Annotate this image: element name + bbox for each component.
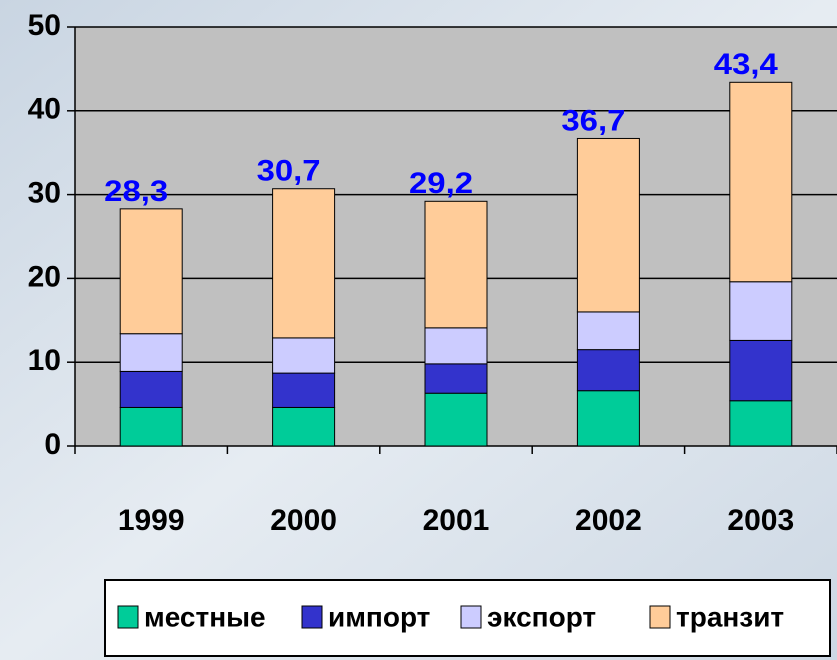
x-tick-label: 2000: [270, 504, 337, 537]
bar-segment: [272, 372, 336, 408]
bar-segment: [424, 200, 488, 329]
total-label: 29,2: [409, 167, 473, 200]
x-tick-label: 1999: [118, 504, 185, 537]
y-tick-label: 0: [44, 428, 61, 461]
bar-segment: [272, 188, 336, 339]
bar-segment: [424, 392, 488, 447]
legend-swatch: [117, 605, 139, 629]
bar-segment: [576, 311, 640, 351]
total-label: 36,7: [561, 104, 625, 137]
x-tick-label: 2001: [423, 504, 490, 537]
total-label: 30,7: [257, 155, 321, 188]
bar-segment: [119, 406, 183, 447]
legend-swatch: [301, 605, 323, 629]
legend-label: экспорт: [487, 601, 596, 632]
bar-segment: [119, 370, 183, 408]
bar-segment: [576, 390, 640, 447]
bar-segment: [729, 81, 793, 283]
bar-segment: [119, 208, 183, 335]
total-label: 43,4: [714, 48, 778, 81]
legend-label: импорт: [328, 601, 430, 632]
bar-segment: [729, 339, 793, 402]
bar-segment: [729, 281, 793, 341]
bar-segment: [576, 137, 640, 313]
bar-segment: [424, 327, 488, 365]
bar-segment: [729, 400, 793, 447]
total-label: 28,3: [104, 175, 168, 208]
y-tick-label: 40: [28, 93, 61, 126]
legend: [104, 579, 831, 657]
y-tick-label: 50: [28, 9, 61, 42]
x-tick-label: 2002: [575, 504, 642, 537]
legend-swatch: [460, 605, 482, 629]
legend-label: местные: [144, 601, 266, 632]
y-tick-label: 10: [28, 344, 61, 377]
bar-segment: [119, 333, 183, 372]
legend-swatch: [649, 605, 671, 629]
bar-segment: [424, 363, 488, 394]
bar-segment: [272, 337, 336, 374]
bar-segment: [576, 349, 640, 392]
y-tick-label: 30: [28, 177, 61, 210]
x-tick-label: 2003: [727, 504, 794, 537]
legend-label: транзит: [676, 601, 784, 632]
bar-segment: [272, 406, 336, 447]
y-tick-label: 20: [28, 260, 61, 293]
